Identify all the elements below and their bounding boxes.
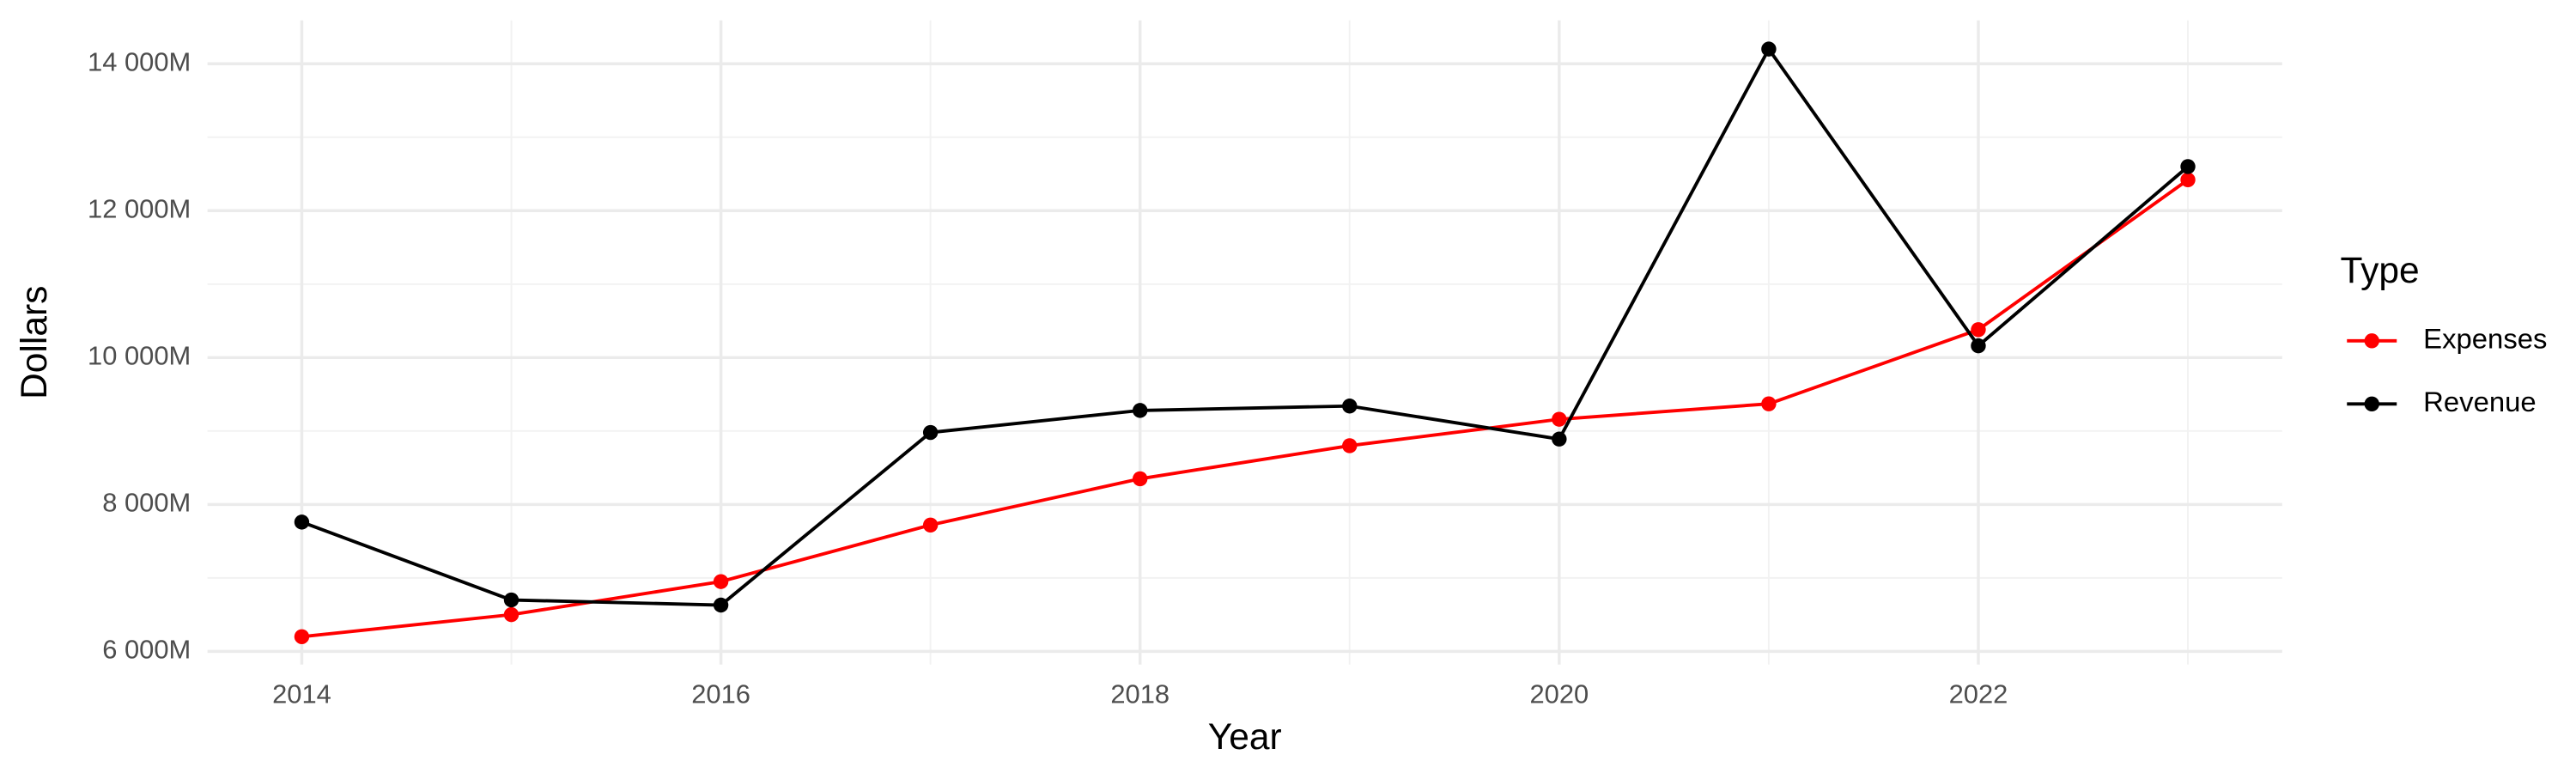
legend-key-point xyxy=(2364,396,2379,411)
data-point xyxy=(1342,438,1358,453)
x-tick-label: 2022 xyxy=(1949,679,2008,709)
legend-key-point xyxy=(2364,333,2379,349)
data-point xyxy=(1552,431,1567,447)
x-axis-title: Year xyxy=(1208,717,1282,758)
data-point xyxy=(1133,403,1148,418)
data-point xyxy=(1761,41,1777,57)
data-point xyxy=(1552,411,1567,427)
data-point xyxy=(294,629,310,644)
legend-label: Expenses xyxy=(2423,323,2547,355)
series-line xyxy=(301,46,2190,607)
data-point xyxy=(2180,159,2196,174)
y-axis-title: Dollars xyxy=(15,286,55,399)
x-tick-label: 2016 xyxy=(691,679,750,709)
y-tick-label: 14 000M xyxy=(88,46,191,76)
data-point xyxy=(2180,172,2196,188)
data-point xyxy=(294,514,310,530)
y-tick-label: 8 000M xyxy=(102,488,191,518)
data-point xyxy=(1133,471,1148,487)
data-point xyxy=(503,592,519,608)
data-point xyxy=(1971,322,1986,338)
data-point xyxy=(922,424,939,441)
data-point xyxy=(503,606,519,623)
x-tick-label: 2018 xyxy=(1110,679,1170,709)
data-point xyxy=(713,574,729,589)
y-tick-label: 6 000M xyxy=(102,635,191,665)
series-line xyxy=(301,178,2190,639)
data-point xyxy=(1761,396,1777,411)
data-point xyxy=(922,517,939,533)
data-point xyxy=(1342,399,1358,414)
y-tick-label: 10 000M xyxy=(88,340,191,370)
legend-label: Revenue xyxy=(2423,386,2537,417)
x-tick-label: 2014 xyxy=(272,679,331,709)
legend-title: Type xyxy=(2341,251,2420,291)
data-point xyxy=(713,597,729,613)
y-tick-label: 12 000M xyxy=(88,193,191,223)
x-tick-label: 2020 xyxy=(1529,679,1589,709)
data-point xyxy=(1971,338,1986,354)
